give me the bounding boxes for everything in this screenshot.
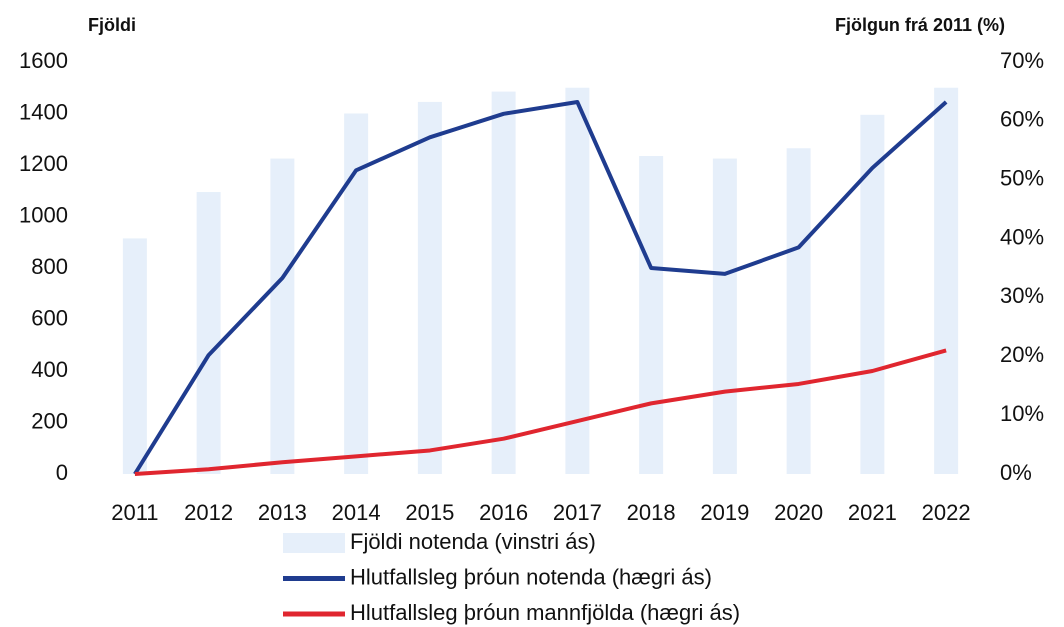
y2-tick-label: 20% bbox=[1000, 342, 1044, 367]
legend-label: Hlutfallsleg þróun mannfjölda (hægri ás) bbox=[350, 600, 740, 625]
line bbox=[134, 348, 947, 476]
bar bbox=[270, 158, 295, 474]
x-tick-label: 2021 bbox=[848, 500, 897, 525]
bar bbox=[934, 87, 959, 474]
x-tick-label: 2018 bbox=[627, 500, 676, 525]
y2-tick-label: 0% bbox=[1000, 460, 1032, 485]
x-tick-label: 2019 bbox=[700, 500, 749, 525]
x-tick-label: 2022 bbox=[922, 500, 971, 525]
y-tick-label: 1200 bbox=[19, 151, 68, 176]
bar bbox=[712, 158, 737, 474]
y2-tick-label: 50% bbox=[1000, 166, 1044, 191]
line bbox=[133, 100, 948, 476]
x-tick-label: 2014 bbox=[332, 500, 381, 525]
bar bbox=[786, 148, 811, 474]
y-tick-label: 800 bbox=[31, 254, 68, 279]
y-tick-label: 1000 bbox=[19, 202, 68, 227]
bar bbox=[565, 87, 590, 474]
x-tick-label: 2013 bbox=[258, 500, 307, 525]
x-tick-label: 2016 bbox=[479, 500, 528, 525]
bar bbox=[122, 238, 147, 474]
y-tick-label: 0 bbox=[56, 460, 68, 485]
x-tick-label: 2011 bbox=[111, 500, 158, 525]
y2-axis-title: Fjölgun frá 2011 (%) bbox=[835, 15, 1005, 35]
legend-label: Fjöldi notenda (vinstri ás) bbox=[350, 529, 596, 554]
bar bbox=[417, 101, 442, 474]
legend-label: Hlutfallsleg þróun notenda (hægri ás) bbox=[350, 564, 712, 589]
bar bbox=[196, 192, 221, 474]
y2-tick-label: 10% bbox=[1000, 401, 1044, 426]
bar bbox=[639, 155, 664, 475]
legend-swatch bbox=[283, 533, 345, 553]
y2-tick-label: 70% bbox=[1000, 48, 1044, 73]
y2-tick-label: 60% bbox=[1000, 107, 1044, 132]
x-tick-label: 2012 bbox=[184, 500, 233, 525]
y-tick-label: 600 bbox=[31, 305, 68, 330]
x-tick-label: 2020 bbox=[774, 500, 823, 525]
y-tick-label: 1600 bbox=[19, 48, 68, 73]
y-tick-label: 1400 bbox=[19, 99, 68, 124]
x-tick-label: 2017 bbox=[553, 500, 602, 525]
y-axis-title: Fjöldi bbox=[88, 15, 136, 35]
y-tick-label: 200 bbox=[31, 408, 68, 433]
x-tick-label: 2015 bbox=[405, 500, 454, 525]
y2-tick-label: 40% bbox=[1000, 224, 1044, 249]
y-tick-label: 400 bbox=[31, 357, 68, 382]
bar bbox=[491, 91, 516, 475]
y2-tick-label: 30% bbox=[1000, 283, 1044, 308]
